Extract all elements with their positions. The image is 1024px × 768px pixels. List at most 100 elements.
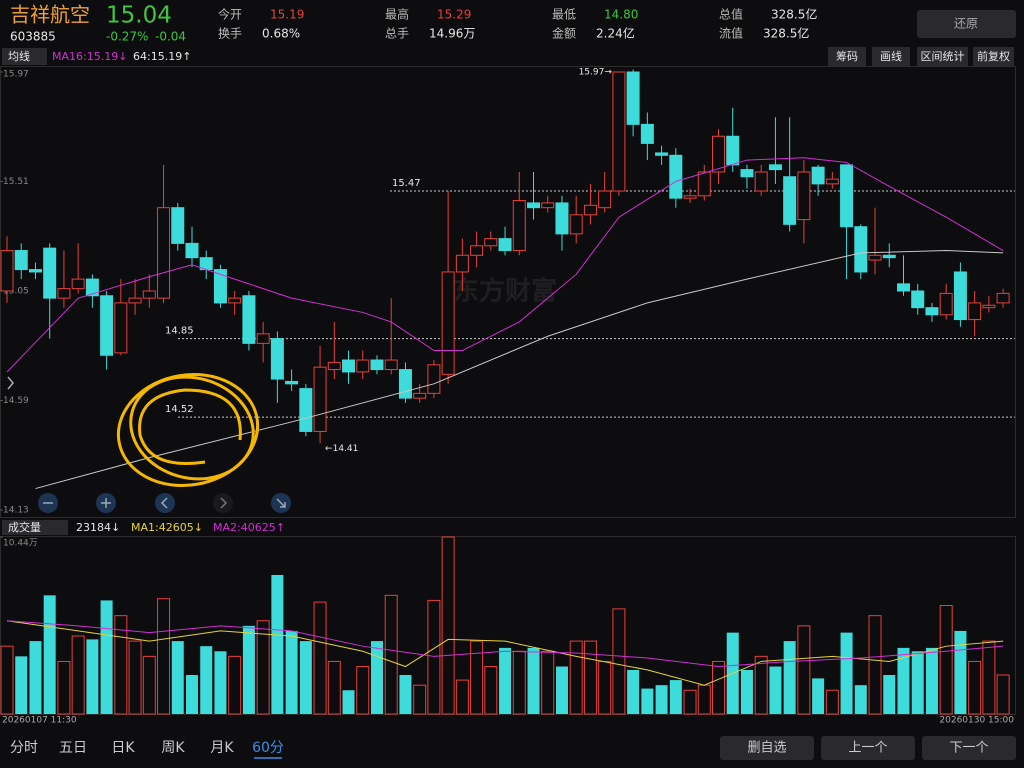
- volume-bar: [327, 660, 341, 715]
- candle-body: [583, 204, 597, 216]
- period-tab[interactable]: 周K: [161, 740, 185, 756]
- volume-bar: [313, 601, 327, 715]
- volume-bar: [982, 640, 996, 715]
- candle-body: [896, 283, 910, 292]
- vol-ma1-legend: MA1:42605↓: [131, 521, 203, 534]
- volume-bar: [128, 640, 142, 715]
- candle-body: [242, 295, 256, 344]
- field-label: 最高: [385, 7, 409, 22]
- footer-button[interactable]: [821, 736, 915, 760]
- volume-bar: [840, 632, 853, 714]
- candle-body: [441, 271, 455, 375]
- tool-button[interactable]: [872, 47, 910, 66]
- volume-bar: [968, 660, 982, 715]
- volume-bar: [925, 647, 938, 714]
- candle-body: [683, 195, 697, 199]
- volume-bar: [100, 600, 113, 714]
- candle-body: [213, 269, 227, 304]
- candle-body: [413, 392, 427, 399]
- candle-body: [71, 278, 85, 290]
- field-label: 最低: [552, 8, 576, 22]
- volume-bar: [897, 647, 910, 714]
- volume-bar: [996, 674, 1010, 715]
- volume-bar: [256, 620, 270, 715]
- move-right[interactable]: [213, 493, 233, 513]
- candle-body: [968, 302, 982, 321]
- stock-code: 603885: [10, 30, 56, 44]
- stock-name: 吉祥航空: [10, 3, 90, 27]
- candle-body: [427, 364, 441, 394]
- volume-bar: [114, 615, 128, 715]
- volume-bar: [470, 640, 484, 715]
- footer-button[interactable]: [720, 736, 814, 760]
- ma-select[interactable]: [2, 48, 47, 65]
- tool-button[interactable]: [828, 47, 866, 66]
- volume-bar: [242, 625, 255, 714]
- volume-bar: [527, 647, 540, 714]
- move-left[interactable]: [155, 493, 175, 513]
- candle-body: [726, 135, 740, 166]
- field-label: 今开: [218, 7, 242, 22]
- candle-body: [840, 164, 854, 228]
- candle-body: [868, 254, 882, 261]
- candle-body: [811, 166, 825, 185]
- volume-bar: [171, 641, 184, 714]
- tool-button[interactable]: [917, 47, 968, 66]
- candle-body: [43, 247, 57, 299]
- nav-icons: [38, 493, 291, 513]
- volume-bar: [29, 641, 42, 714]
- volume-bar: [299, 641, 312, 714]
- candle-body: [171, 207, 185, 244]
- volume-bar: [583, 640, 597, 715]
- ma64-legend: 64:15.19↑: [133, 50, 191, 63]
- candle-body: [754, 171, 768, 192]
- candle-body: [740, 169, 754, 178]
- volume-panel: [0, 536, 1016, 715]
- candle-body: [28, 269, 42, 273]
- volume-select[interactable]: [2, 520, 68, 535]
- volume-legend: 23184↓: [76, 521, 120, 534]
- candle-body: [982, 304, 996, 309]
- period-tab[interactable]: 分时: [10, 740, 38, 756]
- expand-arrow[interactable]: [7, 376, 14, 390]
- candle-body: [142, 290, 156, 299]
- volume-bar: [954, 630, 967, 714]
- candle-body: [342, 359, 356, 373]
- tool-button[interactable]: [973, 47, 1014, 66]
- candle-body: [498, 238, 512, 252]
- volume-bar: [185, 675, 198, 714]
- volume-bar: [883, 675, 896, 714]
- period-tab[interactable]: 五日: [59, 740, 87, 756]
- volume-bar: [86, 639, 99, 714]
- volume-bar: [641, 688, 654, 714]
- period-tab[interactable]: 60分: [252, 740, 284, 756]
- candle-body: [370, 359, 384, 371]
- candle-body: [640, 123, 654, 144]
- volume-bar: [740, 669, 753, 714]
- change-pct: -0.27%: [106, 30, 148, 44]
- period-tab[interactable]: 日K: [111, 740, 135, 756]
- candle-body: [598, 190, 612, 209]
- field-value: 15.19: [270, 8, 304, 22]
- field-value: 328.5亿: [763, 26, 809, 41]
- volume-bar: [555, 666, 568, 714]
- y-tick-label: 15.51: [3, 177, 29, 187]
- footer-button[interactable]: [922, 736, 1016, 760]
- volume-bar: [627, 669, 640, 714]
- restore-label: 还原: [954, 17, 978, 31]
- candle-body: [797, 171, 811, 221]
- candle-body: [313, 366, 327, 432]
- x-tick-label: 20260130 15:00: [939, 716, 1014, 726]
- volume-bar: [71, 635, 85, 715]
- scribble: [116, 372, 260, 488]
- ma-line: [6, 157, 1004, 373]
- volume-bar: [797, 625, 811, 715]
- period-tab[interactable]: 月K: [210, 740, 234, 756]
- candle-body: [712, 135, 725, 173]
- candle-body: [270, 338, 284, 380]
- field-value: 14.96万: [429, 27, 475, 41]
- restore-button[interactable]: [917, 10, 1016, 38]
